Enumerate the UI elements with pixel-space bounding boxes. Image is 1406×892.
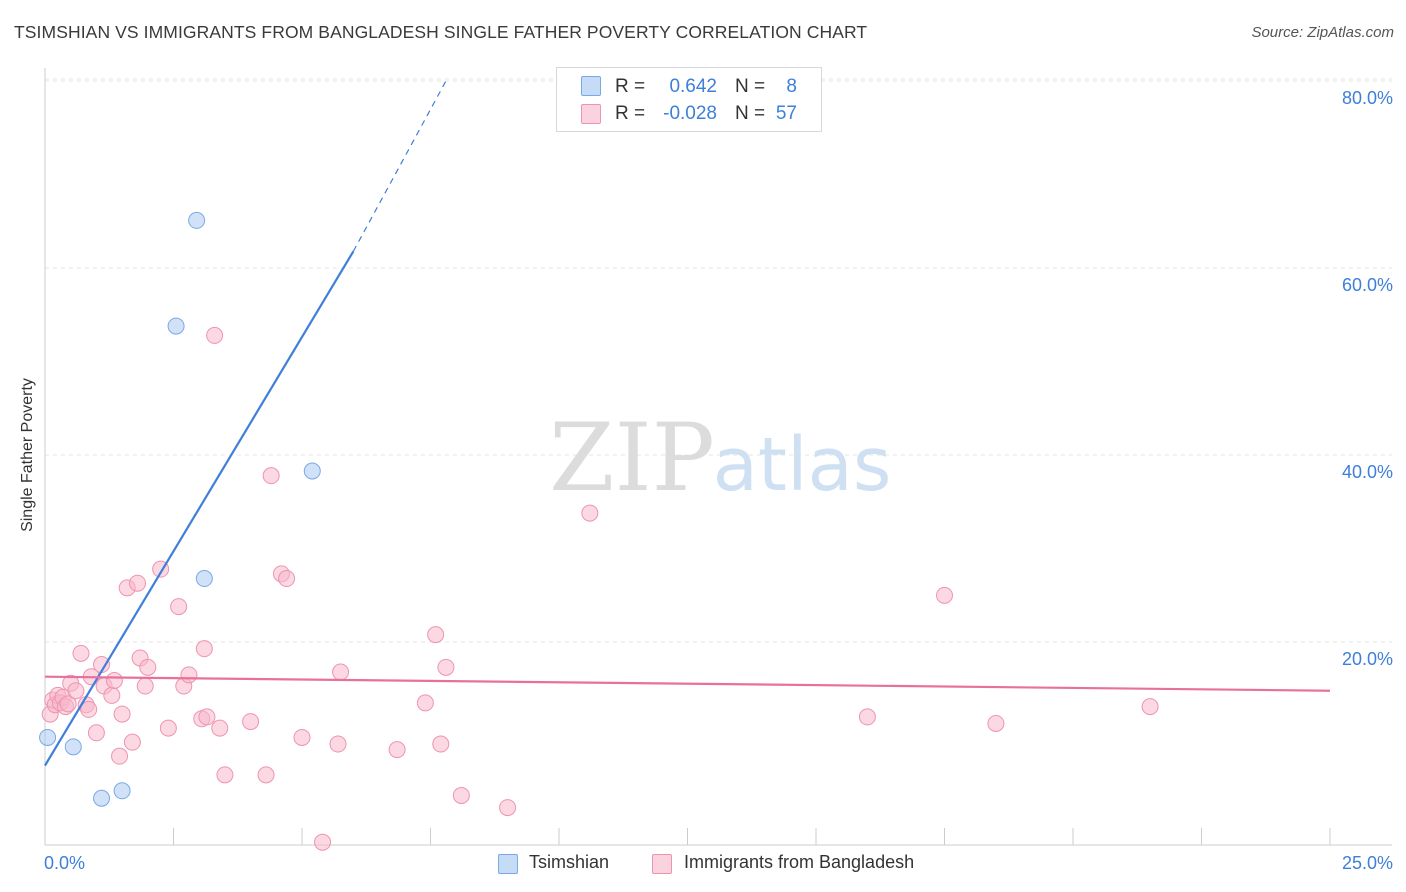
y-tick-label: 80.0% xyxy=(1342,88,1393,108)
bangladesh-point xyxy=(416,694,434,712)
bangladesh-point xyxy=(278,570,296,588)
legend-r-label: R = xyxy=(615,103,646,124)
bangladesh-point xyxy=(437,658,455,676)
legend-swatch-tsimshian xyxy=(581,76,601,96)
data-points xyxy=(39,211,1159,851)
bangladesh-point xyxy=(314,833,332,851)
bottom-legend-swatch-tsimshian xyxy=(498,854,518,874)
source-label: Source: ZipAtlas.com xyxy=(1251,24,1394,41)
bangladesh-point xyxy=(388,741,406,759)
tsimshian-trend-extension xyxy=(352,80,447,252)
bangladesh-point xyxy=(198,708,216,726)
chart-title: TSIMSHIAN VS IMMIGRANTS FROM BANGLADESH … xyxy=(14,22,868,42)
bangladesh-point xyxy=(987,714,1005,732)
bangladesh-point xyxy=(581,504,599,522)
y-tick-label: 60.0% xyxy=(1342,275,1393,295)
bangladesh-point xyxy=(293,728,311,746)
bangladesh-point xyxy=(211,719,229,737)
correlation-legend: R = 0.642 N = 8 R = -0.028 N = 57 xyxy=(556,67,822,132)
tsimshian-point xyxy=(64,738,82,756)
x-tick-label: 0.0% xyxy=(44,853,85,873)
legend-n-label: N = xyxy=(735,76,766,97)
bangladesh-point xyxy=(80,700,98,718)
grid-lines xyxy=(45,78,1392,643)
bangladesh-point xyxy=(113,705,131,723)
bangladesh-point xyxy=(170,598,188,616)
bottom-legend-label-tsimshian: Tsimshian xyxy=(529,852,610,872)
tsimshian-point xyxy=(113,782,131,800)
bangladesh-point xyxy=(257,766,275,784)
tsimshian-point xyxy=(93,789,111,807)
tick-labels: 20.0% 40.0% 60.0% 80.0% 0.0% 25.0% xyxy=(44,88,1393,873)
watermark-atlas: atlas xyxy=(713,422,892,508)
tsimshian-point xyxy=(39,728,57,746)
bangladesh-point xyxy=(123,733,141,751)
y-tick-label: 40.0% xyxy=(1342,462,1393,482)
bottom-legend-label-bangladesh: Immigrants from Bangladesh xyxy=(684,852,915,872)
legend-swatch-bangladesh xyxy=(581,104,601,124)
tsimshian-point xyxy=(188,211,206,229)
legend-r-value: 0.642 xyxy=(669,76,717,97)
bangladesh-trend-line xyxy=(44,675,1331,692)
bangladesh-point xyxy=(858,708,876,726)
bangladesh-point xyxy=(67,682,85,700)
bangladesh-point xyxy=(206,326,224,344)
bangladesh-point xyxy=(111,747,129,765)
tsimshian-point xyxy=(195,570,213,588)
bangladesh-point xyxy=(427,626,445,644)
bottom-legend-swatch-bangladesh xyxy=(652,854,672,874)
watermark-zip: ZIP xyxy=(549,404,715,513)
bangladesh-point xyxy=(1141,698,1159,716)
trend-lines xyxy=(44,80,1331,767)
bangladesh-point xyxy=(180,666,198,684)
bangladesh-point xyxy=(129,574,147,592)
tsimshian-trend-line xyxy=(44,250,355,767)
bangladesh-point xyxy=(936,586,953,604)
bangladesh-point xyxy=(72,644,90,662)
watermark: ZIP atlas xyxy=(549,404,891,513)
tsimshian-point xyxy=(303,462,321,480)
bangladesh-point xyxy=(452,786,470,804)
legend-n-value: 8 xyxy=(786,76,797,97)
bangladesh-point xyxy=(136,677,154,695)
bangladesh-point xyxy=(242,713,260,731)
legend-n-label: N = xyxy=(735,103,766,124)
bangladesh-point xyxy=(216,766,234,784)
bangladesh-point xyxy=(87,724,105,742)
bangladesh-point xyxy=(139,658,157,676)
bangladesh-point xyxy=(195,640,213,658)
bangladesh-point xyxy=(432,735,450,753)
bangladesh-point xyxy=(103,686,121,704)
bangladesh-point xyxy=(499,799,517,817)
tsimshian-point xyxy=(167,317,185,335)
x-tick-label: 25.0% xyxy=(1342,853,1393,873)
bangladesh-point xyxy=(262,467,280,485)
bangladesh-point xyxy=(105,671,123,689)
bangladesh-point xyxy=(332,663,350,681)
bangladesh-point xyxy=(159,719,177,737)
legend-n-value: 57 xyxy=(775,103,797,124)
legend-r-value: -0.028 xyxy=(663,103,717,124)
y-tick-label: 20.0% xyxy=(1342,649,1393,669)
bangladesh-point xyxy=(329,735,347,753)
legend-r-label: R = xyxy=(615,76,646,97)
bangladesh-point xyxy=(59,695,77,713)
